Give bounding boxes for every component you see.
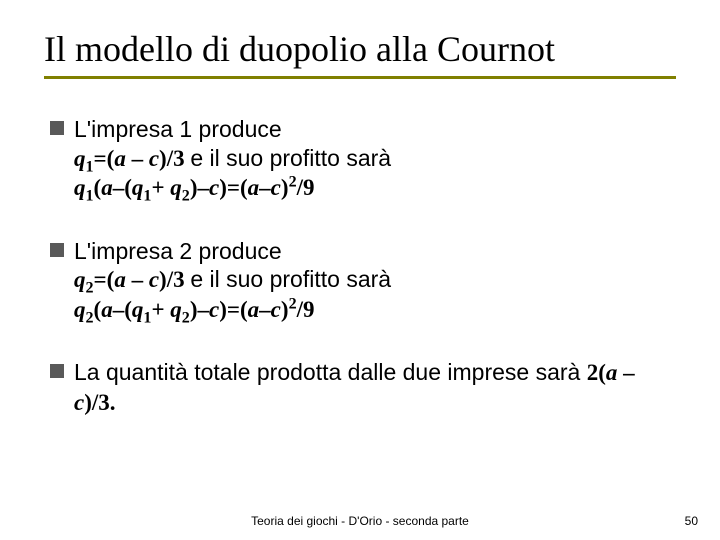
bullet-lead: L'impresa 1 produce (74, 116, 282, 142)
footer-text: Teoria dei giochi - D'Orio - seconda par… (0, 514, 720, 528)
bullet-tail: e il suo profitto sarà (190, 266, 391, 292)
list-item: La quantità totale prodotta dalle due im… (50, 358, 676, 417)
title-rule (44, 76, 676, 79)
list-item: L'impresa 1 produce q1=(a – c)/3 e il su… (50, 115, 676, 203)
square-bullet-icon (50, 243, 64, 257)
math-line-1: q1=(a – c)/3 (74, 146, 190, 171)
math-line-2: q2(a–(q1+ q2)–c)=(a–c)2/9 (74, 297, 315, 322)
math-line-2: q1(a–(q1+ q2)–c)=(a–c)2/9 (74, 175, 315, 200)
bullet-tail: e il suo profitto sarà (190, 145, 391, 171)
square-bullet-icon (50, 364, 64, 378)
bullet-list: L'impresa 1 produce q1=(a – c)/3 e il su… (44, 115, 676, 417)
bullet-lead: La quantità totale prodotta dalle due im… (74, 359, 587, 385)
bullet-lead: L'impresa 2 produce (74, 238, 282, 264)
square-bullet-icon (50, 121, 64, 135)
slide-title: Il modello di duopolio alla Cournot (44, 28, 676, 70)
page-number: 50 (685, 514, 698, 528)
math-line-1: q2=(a – c)/3 (74, 267, 190, 292)
list-item: L'impresa 2 produce q2=(a – c)/3 e il su… (50, 237, 676, 325)
